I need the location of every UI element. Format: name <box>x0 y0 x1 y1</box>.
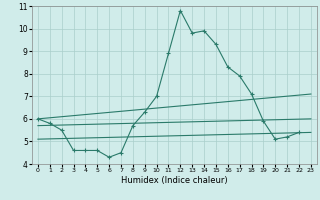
X-axis label: Humidex (Indice chaleur): Humidex (Indice chaleur) <box>121 176 228 185</box>
